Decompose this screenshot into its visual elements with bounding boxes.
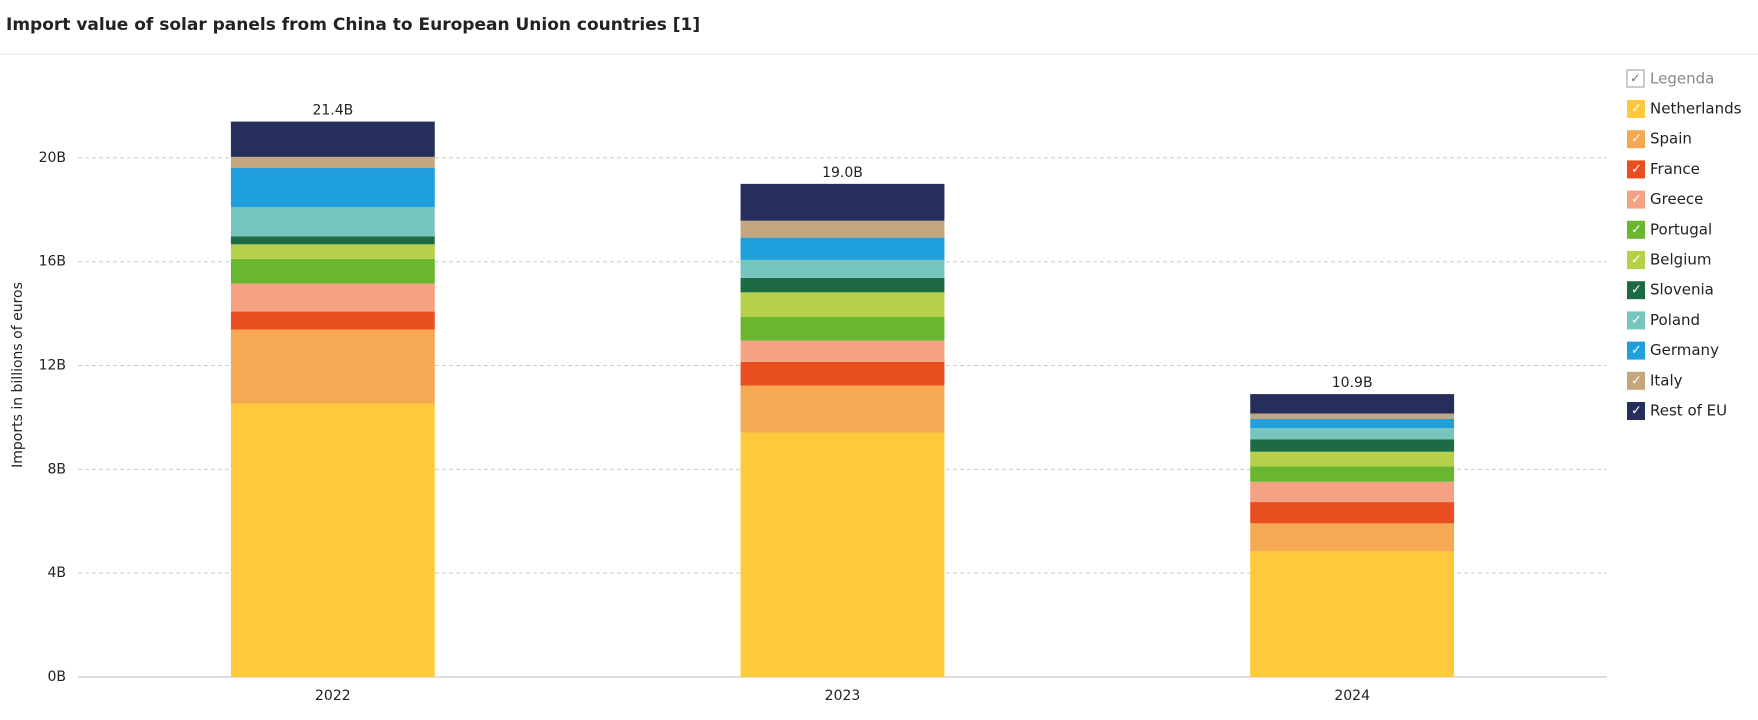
legend-check: ✓ [1631,343,1642,358]
legend-label[interactable]: Poland [1650,311,1700,329]
legend-swatch[interactable] [1627,220,1645,239]
legend-title-check: ✓ [1630,72,1641,87]
legend-check: ✓ [1631,222,1642,237]
bar-segment [740,432,945,677]
legend-swatch[interactable] [1627,130,1645,149]
bar-segment [1250,466,1455,482]
x-tick-label: 2023 [825,688,861,704]
legend-label[interactable]: Greece [1650,190,1703,208]
legend-swatch[interactable] [1627,190,1645,209]
bar-segment [230,403,435,677]
bar-segment [1250,439,1455,452]
bar-segment [740,292,945,318]
legend-swatch[interactable] [1627,281,1645,300]
legend-label[interactable]: Spain [1650,130,1692,148]
bar-segment [740,361,945,386]
bar-segment [1250,523,1455,552]
bar-segment [1250,481,1455,503]
bar-segment [740,277,945,293]
bar-segment [230,236,435,245]
bar-segment [230,207,435,237]
legend-check: ✓ [1631,192,1642,207]
y-tick-label: 16B [39,254,66,270]
legend-swatch[interactable] [1627,100,1645,118]
bar-segment [230,168,435,208]
legend-swatch[interactable] [1627,371,1645,390]
bar-segment [230,283,435,312]
bar-segment [1250,551,1455,677]
bar-segment [230,121,435,157]
legend-label[interactable]: Rest of EU [1650,402,1727,420]
bar-segment [740,259,945,278]
legend-label[interactable]: Netherlands [1650,100,1742,118]
bar-segment [1250,394,1455,414]
total-label: 21.4B [312,103,353,119]
legend-swatch[interactable] [1627,341,1645,360]
bar-segment [230,329,435,404]
legend-label[interactable]: Belgium [1650,251,1712,269]
legend-check: ✓ [1631,102,1642,117]
bar-segment [230,244,435,259]
legend-label[interactable]: Slovenia [1650,281,1714,299]
bar-segment [230,258,435,284]
bar-segment [1250,428,1455,440]
total-label: 10.9B [1332,375,1373,391]
bar-segment [740,385,945,433]
y-axis-label: Imports in billions of euros [10,282,26,468]
legend-check: ✓ [1631,283,1642,298]
total-label: 19.0B [822,165,863,181]
legend-label[interactable]: Italy [1650,371,1683,389]
y-tick-label: 12B [39,358,66,374]
bar-segment [1250,413,1455,420]
legend-check: ✓ [1631,162,1642,177]
legend-check: ✓ [1631,373,1642,388]
bar-segment [740,220,945,238]
y-tick-label: 8B [47,461,66,477]
x-tick-label: 2022 [315,688,351,704]
bar-segment [1250,502,1455,524]
legend-swatch[interactable] [1627,311,1645,330]
y-tick-label: 4B [47,565,66,581]
legend-swatch[interactable] [1627,251,1645,269]
legend-check: ✓ [1631,313,1642,328]
legend-title-box[interactable] [1626,69,1645,88]
bar-segment [740,317,945,341]
chart-title: Import value of solar panels from China … [6,15,700,35]
legend-label[interactable]: France [1650,160,1700,178]
bar-segment [230,156,435,169]
bar-segment [230,311,435,330]
x-tick-label: 2024 [1334,688,1370,704]
legend-check: ✓ [1631,132,1642,147]
bar-segment [1250,419,1455,429]
legend-swatch[interactable] [1627,402,1645,420]
legend-check: ✓ [1631,253,1642,268]
legend-title: Legenda [1650,70,1714,88]
legend-label[interactable]: Germany [1650,341,1719,359]
bar-segment [740,340,945,362]
bar-segment [740,183,945,221]
legend-swatch[interactable] [1627,160,1645,179]
legend-label[interactable]: Portugal [1650,220,1712,238]
y-tick-label: 20B [39,150,66,166]
legend-check: ✓ [1631,404,1642,419]
bar-segment [740,237,945,260]
y-tick-label: 0B [47,669,66,685]
bar-segment [1250,451,1455,467]
